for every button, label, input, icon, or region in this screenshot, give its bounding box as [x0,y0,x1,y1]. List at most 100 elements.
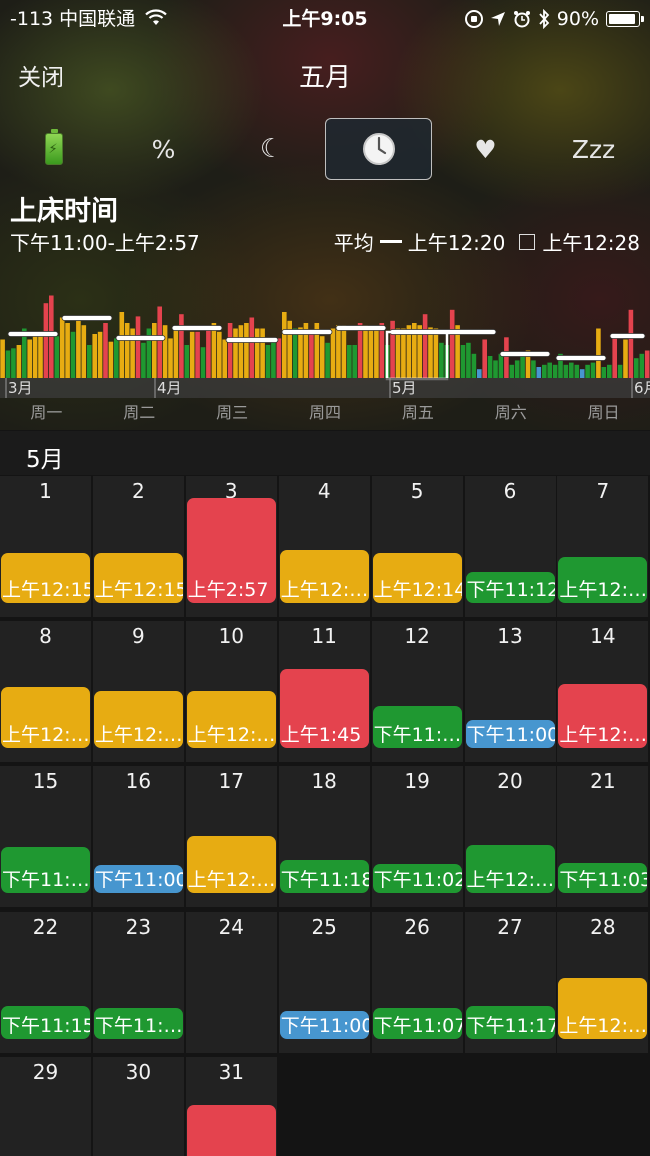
chart-bar [97,331,103,378]
calendar-day[interactable]: 8 上午12:… [0,621,91,763]
bedtime-bar: 下午11:07 [372,1007,462,1039]
x-tick-label: 3月 [8,379,33,397]
close-button[interactable]: 关闭 [18,65,64,91]
day-number: 10 [218,624,245,649]
tab-bedtime[interactable] [325,118,432,180]
bedtime-bar: 下午11:17 [465,1005,555,1039]
chart-bar [406,325,412,378]
calendar-day[interactable]: 15 下午11:… [0,766,91,908]
calendar-day[interactable]: 1 上午12:15 [0,476,91,617]
calendar-day[interactable]: 27 下午11:17 [464,911,556,1053]
day-number: 20 [497,769,523,794]
battery-icon: ⚡ [44,129,63,165]
calendar-day[interactable]: 19 下午11:02 [371,766,463,908]
chart-bar [206,328,211,378]
calendar-day[interactable]: 21 下午11:03 [557,766,649,908]
day-number: 14 [590,624,616,649]
calendar-day[interactable]: 9 上午12:… [92,621,184,763]
calendar-day[interactable]: 5 上午12:14 [371,476,463,617]
calendar-day[interactable]: 25 下午11:00 [278,911,370,1053]
chart-bar [135,316,141,378]
chart-bar [336,325,341,378]
calendar-day[interactable]: 6 下午11:12 [464,476,556,617]
chart-bar [200,347,206,378]
bedtime-label: 上午12:14 [373,579,462,601]
bedtime-bar: 上午1:45 [279,669,369,749]
chart-bar [130,328,135,378]
calendar-day[interactable]: 29 [0,1056,91,1156]
calendar-day[interactable]: 30 [92,1056,184,1156]
bedtime-bar: 上午12:… [186,836,276,894]
calendar-day[interactable]: 11 上午1:45 [278,621,370,763]
day-number: 5 [410,479,424,503]
bedtime-label: 上午2:57 [187,579,269,601]
chart-bar [644,350,650,378]
calendar-day[interactable]: 7 上午12:… [557,476,649,617]
bedtime-label: 下午11:00 [94,869,183,892]
chart-bar [357,323,363,378]
chart-bar [254,328,260,378]
calendar-day[interactable]: 18 下午11:18 [278,766,370,908]
bedtime-bar: 下午11:03 [558,863,648,894]
calendar-day[interactable]: 12 下午11:… [371,621,463,763]
calendar-day[interactable]: 23 下午11:… [92,911,184,1053]
calendar-day[interactable]: 3 上午2:57 [185,476,277,617]
chart-bar [276,338,282,378]
location-icon [490,12,505,26]
chart-bar [607,364,612,378]
calendar-day[interactable]: 10 上午12:… [185,621,277,763]
bedtime-label: 下午11:17 [466,1014,555,1037]
chart-bar [298,327,303,378]
chart-bar [542,364,547,378]
x-tick-label: 4月 [157,379,182,397]
chart-bar [325,342,330,378]
chart-bar [401,328,406,378]
clock-icon [362,133,395,165]
calendar-day[interactable]: 26 下午11:07 [371,911,463,1053]
chart-bar [76,320,81,378]
tab-heart[interactable]: ♥ [432,118,539,180]
calendar-day[interactable]: 2 上午12:15 [92,476,184,617]
tab-percent[interactable]: % [110,118,217,180]
bedtime-bar: 上午12:… [558,977,648,1039]
chart-bar [536,367,542,378]
weekday-label: 周六 [494,403,527,422]
percent-icon: % [151,134,176,164]
tab-sleep[interactable]: Zzz [540,118,647,180]
calendar-day[interactable]: 4 上午12:… [278,476,370,617]
calendar-day[interactable]: 13 下午11:00 [464,621,556,763]
chart-bar [590,362,596,378]
calendar-day[interactable]: 24 [185,911,277,1053]
chart-bar [195,331,200,378]
tab-moon[interactable]: ☾ [218,118,325,180]
chart-bar [211,323,217,378]
battery-status-icon [606,11,644,27]
day-number: 24 [218,914,245,939]
calendar-day[interactable]: 16 下午11:00 [92,766,184,908]
bedtime-bar: 下午11:12 [465,572,555,603]
calendar-day[interactable]: 20 上午12:… [464,766,556,908]
calendar-day[interactable]: 14 上午12:… [557,621,649,763]
bedtime-chart[interactable]: 3月 4月 5月 6月 [0,262,650,398]
calendar-day[interactable]: 28 上午12:… [557,911,649,1053]
tab-battery[interactable]: ⚡ [0,118,107,180]
chart-bar [173,329,179,378]
calendar-day[interactable]: 31 上午… [185,1056,277,1156]
month-title: 五月 [298,63,351,93]
rotation-lock-icon [464,10,483,28]
bedtime-bar: 上午12:… [558,557,648,603]
chart-bar [314,323,320,378]
chart-bar [260,328,265,378]
bedtime-label: 上午12:… [559,724,647,747]
bedtime-bar: 上午12:… [558,684,648,749]
day-number: 9 [132,624,145,649]
chart-bar [227,323,233,378]
calendar-day[interactable]: 22 下午11:15 [0,911,91,1053]
calendar-day[interactable]: 17 上午12:… [185,766,277,908]
chart-bar [287,320,292,378]
bedtime-bar: 上午12:… [1,687,90,749]
bedtime-bar: 上午12:… [279,550,369,603]
chart-bar [601,367,607,378]
day-number: 30 [125,1059,152,1084]
chart-bar [509,364,515,378]
